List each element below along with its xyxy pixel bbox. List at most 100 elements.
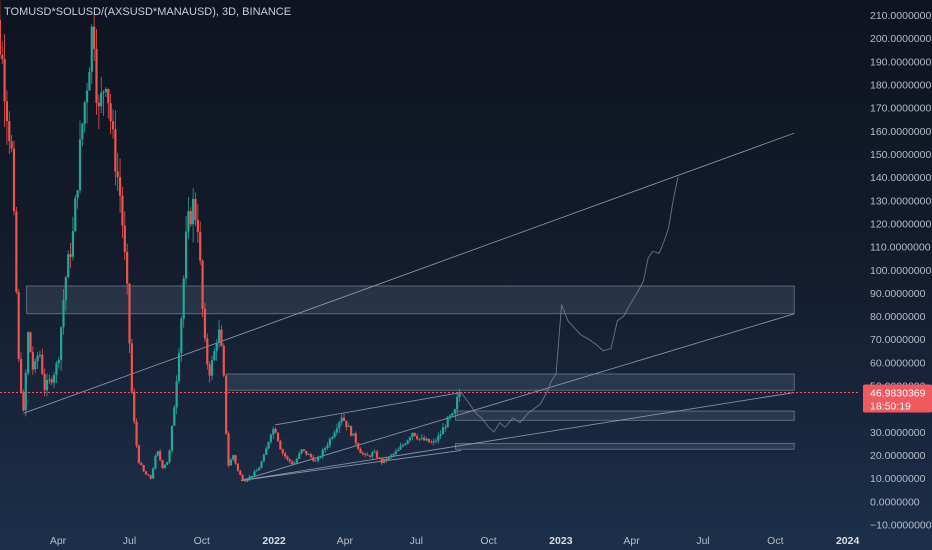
candle-body bbox=[262, 454, 265, 462]
candle-body bbox=[196, 219, 199, 232]
candle-body bbox=[399, 446, 402, 450]
candle-body bbox=[71, 231, 75, 257]
candle-body bbox=[81, 123, 84, 140]
candle-body bbox=[123, 225, 126, 252]
candle-body bbox=[368, 455, 372, 457]
rising-wedge-top bbox=[274, 392, 462, 426]
zones-layer bbox=[26, 285, 795, 450]
candle-body bbox=[168, 450, 171, 463]
candle-body bbox=[340, 417, 343, 423]
candle-body bbox=[22, 392, 25, 411]
candle-body bbox=[439, 434, 442, 436]
candle-body bbox=[267, 441, 270, 449]
candle-body bbox=[434, 440, 438, 442]
lower-channel bbox=[241, 392, 795, 481]
y-tick-label: 60.0000000 bbox=[870, 357, 926, 369]
y-tick-label: 150.0000000 bbox=[870, 149, 931, 161]
candle-body bbox=[121, 195, 124, 226]
candle-body bbox=[90, 26, 93, 72]
candle-body bbox=[328, 438, 331, 446]
candle-body bbox=[236, 463, 240, 471]
candle-body bbox=[387, 456, 390, 460]
candle-body bbox=[29, 332, 32, 353]
candle-body bbox=[154, 455, 157, 469]
candle-body bbox=[217, 329, 221, 343]
candle-body bbox=[159, 451, 162, 460]
symbol-title[interactable]: TOMUSD*SOLUSD/(AXSUSD*MANAUSD), 3D, BINA… bbox=[4, 6, 291, 18]
candle-body bbox=[279, 440, 282, 450]
y-tick-label: 100.0000000 bbox=[870, 265, 931, 277]
candle-body bbox=[102, 92, 105, 94]
x-tick-label: Jul bbox=[696, 535, 709, 547]
candle-body bbox=[144, 471, 148, 475]
candle-body bbox=[232, 455, 235, 460]
candle-body bbox=[437, 435, 440, 441]
candle-body bbox=[88, 71, 91, 91]
candle-body bbox=[260, 461, 263, 468]
y-tick-label: 190.0000000 bbox=[870, 56, 931, 68]
price-badge-countdown: 18:50:19 bbox=[870, 401, 911, 413]
candle-body bbox=[109, 103, 112, 122]
candle-body bbox=[147, 474, 150, 476]
candle-body bbox=[342, 417, 346, 421]
candle-body bbox=[74, 197, 77, 232]
candle-body bbox=[156, 451, 159, 456]
candle-body bbox=[283, 453, 287, 457]
candle-body bbox=[227, 433, 230, 466]
candle-body bbox=[272, 428, 275, 435]
candle-body bbox=[309, 454, 313, 458]
upper-channel bbox=[23, 132, 795, 414]
supply-zone-upper bbox=[26, 285, 795, 315]
price-badge-value: 46.9830369 bbox=[870, 388, 926, 400]
candle-body bbox=[316, 457, 320, 461]
x-tick-label: Oct bbox=[194, 535, 210, 547]
candle-body bbox=[298, 453, 301, 459]
candle-body bbox=[203, 308, 207, 339]
candle-body bbox=[62, 300, 65, 328]
x-tick-label: Apr bbox=[337, 535, 354, 547]
candle-body bbox=[314, 460, 317, 462]
candle-body bbox=[41, 354, 44, 375]
candle-body bbox=[404, 443, 407, 446]
time-axis[interactable]: Apr Jul Oct 2022 Apr Jul Oct 2023 Apr Jul Oct 2024 bbox=[50, 535, 860, 547]
candle-body bbox=[8, 121, 11, 142]
candle-body bbox=[448, 415, 452, 418]
candle-body bbox=[458, 392, 461, 398]
candle-body bbox=[17, 292, 20, 359]
candle-body bbox=[375, 451, 379, 458]
candle-body bbox=[293, 463, 296, 465]
candle-body bbox=[239, 470, 242, 476]
candle-body bbox=[307, 454, 310, 456]
candle-body bbox=[274, 428, 277, 433]
y-tick-label: 200.0000000 bbox=[870, 33, 931, 45]
candle-body bbox=[24, 372, 27, 411]
candle-body bbox=[175, 381, 178, 408]
y-tick-label: 130.0000000 bbox=[870, 195, 931, 207]
candle-body bbox=[453, 409, 456, 414]
y-tick-label: 0.0000000 bbox=[870, 496, 920, 508]
x-tick-label: Oct bbox=[480, 535, 496, 547]
projection-path bbox=[460, 177, 679, 433]
candle-body bbox=[352, 433, 355, 436]
price-axis[interactable]: 210.0000000 200.0000000 190.0000000 180.000… bbox=[870, 10, 932, 532]
y-tick-label: 30.0000000 bbox=[870, 427, 926, 439]
candle-body bbox=[248, 476, 251, 480]
candle-body bbox=[192, 198, 195, 225]
symbol-label: TOMUSD*SOLUSD/(AXSUSD*MANAUSD), 3D, BINA… bbox=[4, 6, 292, 18]
candle-body bbox=[95, 48, 98, 103]
candle-body bbox=[302, 449, 306, 451]
candle-body bbox=[137, 445, 141, 464]
y-tick-label: 110.0000000 bbox=[870, 242, 931, 254]
candle-body bbox=[189, 211, 192, 225]
candle-body bbox=[199, 231, 202, 261]
candle-body bbox=[288, 459, 291, 462]
candle-body bbox=[130, 343, 133, 392]
trendlines-layer bbox=[23, 132, 795, 481]
price-badge: 46.9830369 18:50:19 bbox=[863, 384, 932, 413]
candle-body bbox=[104, 88, 108, 93]
x-tick-label: 2022 bbox=[262, 535, 286, 547]
candle-body bbox=[0, 19, 1, 55]
candle-body bbox=[135, 421, 138, 446]
candle-body bbox=[255, 470, 258, 472]
